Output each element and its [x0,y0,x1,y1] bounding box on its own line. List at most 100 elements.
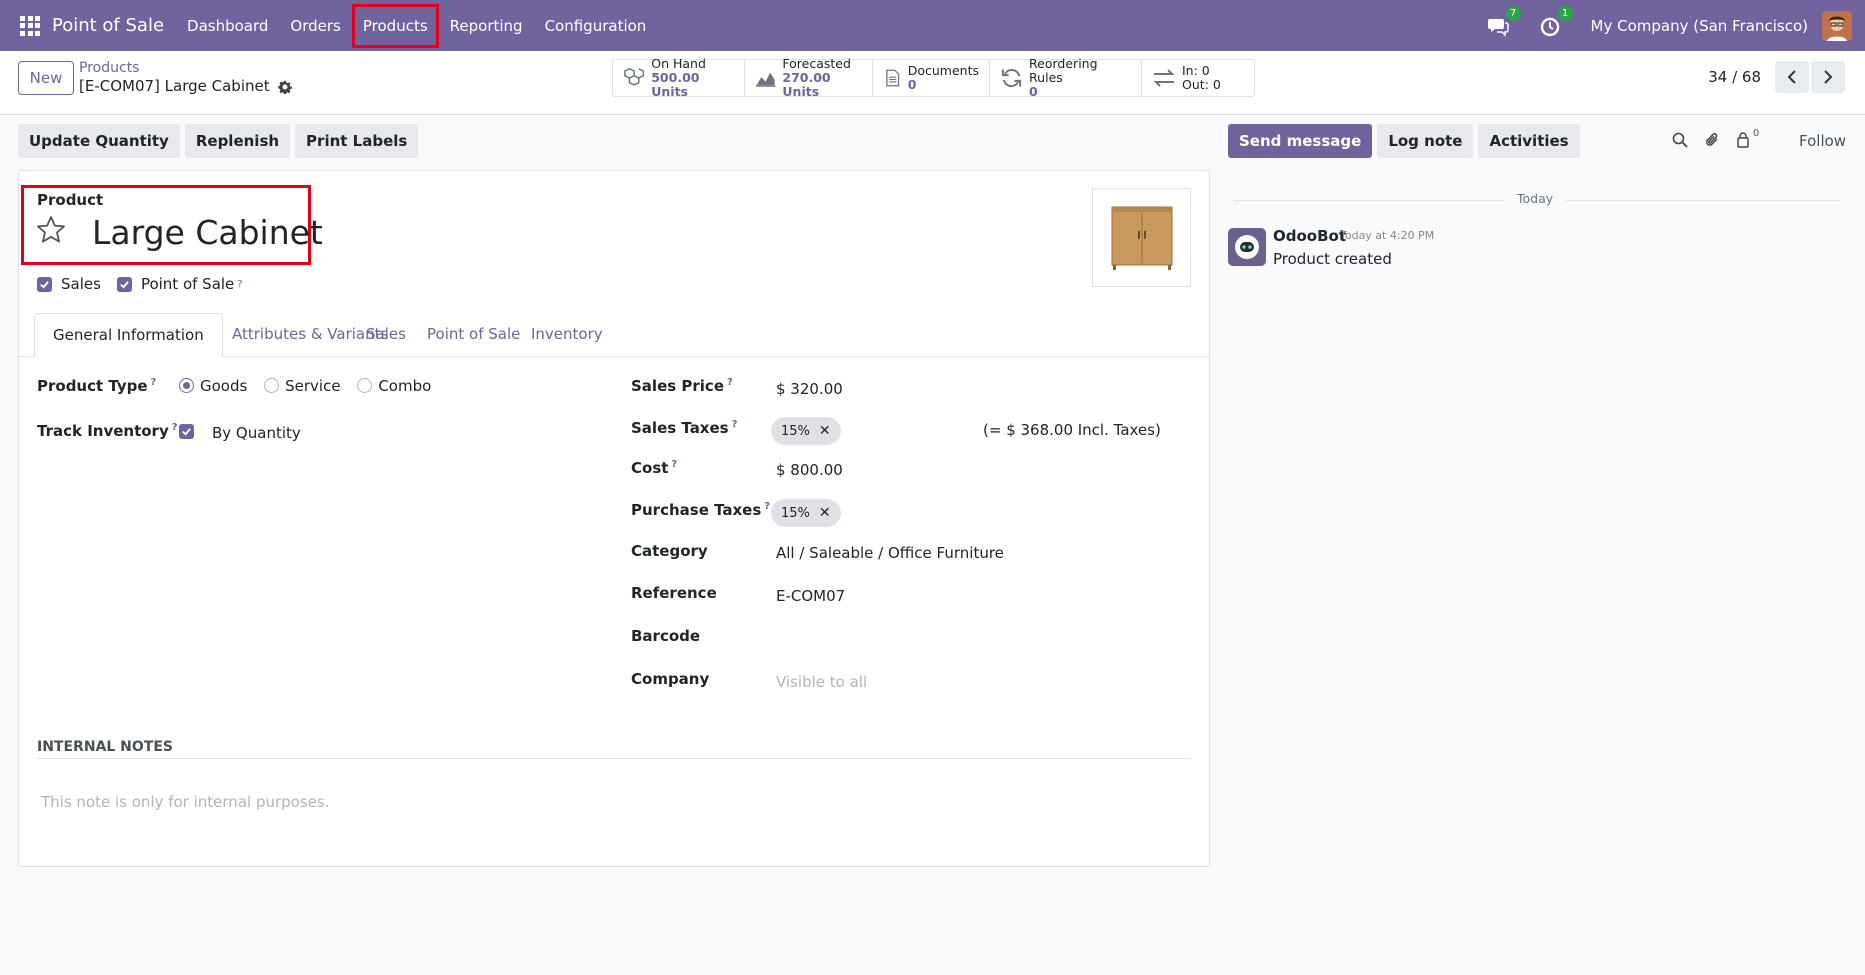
product-type-goods-option[interactable]: Goods [179,377,247,395]
menu-configuration[interactable]: Configuration [544,16,647,35]
follow-button[interactable]: Follow [1799,132,1847,150]
replenish-button[interactable]: Replenish [184,124,291,158]
on-hand-button[interactable]: On Hand 500.00 Units [613,57,745,99]
forecasted-button[interactable]: Forecasted 270.00 Units [745,57,873,99]
product-name-field[interactable]: Large Cabinet [92,213,323,252]
cubes-icon [624,67,645,86]
title-highlight-box [21,185,311,265]
cost-help-icon[interactable]: ? [671,459,678,470]
form-tabs: General Information Attributes & Variant… [19,313,1209,358]
tab-general-information[interactable]: General Information [34,313,223,358]
print-labels-button[interactable]: Print Labels [295,124,419,158]
breadcrumb-current: [E-COM07] Large Cabinet [79,77,292,96]
in-label: In: 0 [1182,63,1210,78]
pager-value[interactable]: 34 / 68 [1708,68,1761,86]
update-quantity-button[interactable]: Update Quantity [18,124,180,158]
track-inventory-checkbox[interactable] [179,424,194,439]
gear-icon[interactable] [277,80,292,94]
menu-reporting[interactable]: Reporting [449,16,523,35]
tab-point-of-sale[interactable]: Point of Sale [427,325,521,343]
pos-help-icon[interactable]: ? [237,278,243,290]
documents-button[interactable]: Documents 0 [873,60,990,96]
followers-button[interactable]: 0 [1736,128,1759,148]
purchase-taxes-help-icon[interactable]: ? [764,501,771,512]
barcode-field[interactable] [776,627,1156,649]
message-author[interactable]: OdooBot [1273,227,1347,245]
tab-inventory[interactable]: Inventory [531,325,603,343]
paperclip-icon[interactable] [1704,131,1720,148]
pager-previous-button[interactable] [1775,61,1809,93]
pager-next-button[interactable] [1811,61,1845,93]
menu-dashboard[interactable]: Dashboard [187,16,269,35]
category-field[interactable]: All / Saleable / Office Furniture [776,544,1004,562]
new-button[interactable]: New [18,61,74,95]
menu-products[interactable]: Products [351,3,439,48]
chevron-left-icon [1787,70,1796,84]
remove-tag-icon[interactable]: ✕ [818,423,831,439]
activities-icon[interactable]: 1 [1539,5,1573,37]
reference-field[interactable]: E-COM07 [776,587,846,605]
file-icon [886,69,900,87]
odoobot-avatar[interactable] [1228,228,1266,266]
messages-icon[interactable]: 7 [1487,5,1521,37]
product-type-combo-option[interactable]: Combo [357,377,431,395]
message-time: Today at 4:20 PM [1340,229,1435,242]
send-message-button[interactable]: Send message [1228,124,1373,158]
in-out-button[interactable]: In: 0 Out: 0 [1142,60,1254,96]
app-grid-icon[interactable] [20,15,40,36]
message-body: Product created [1273,250,1392,268]
sales-checkbox[interactable] [37,276,52,292]
company-label: Company [631,670,710,688]
forecasted-value: 270.00 Units [782,70,831,99]
exchange-icon [1153,69,1175,87]
internal-notes-title: INTERNAL NOTES [37,739,173,755]
purchase-tax-tag: 15% ✕ [771,499,841,527]
sales-taxes-help-icon[interactable]: ? [731,419,738,430]
control-panel: New Products [E-COM07] Large Cabinet On … [0,51,1865,115]
product-type-help-icon[interactable]: ? [150,377,157,388]
breadcrumb-products-link[interactable]: Products [79,60,140,76]
company-field[interactable]: Visible to all [776,673,868,691]
menu-orders[interactable]: Orders [290,16,341,35]
sales-price-field[interactable]: $ 320.00 [776,380,843,398]
track-inventory-help-icon[interactable]: ? [171,422,178,433]
incl-taxes-text: (= $ 368.00 Incl. Taxes) [983,421,1161,439]
form-action-buttons: Update Quantity Replenish Print Labels [18,124,419,158]
tab-sales[interactable]: Sales [366,325,406,343]
chatter-buttons: Send message Log note Activities [1228,124,1580,158]
search-icon[interactable] [1672,132,1688,148]
cost-field[interactable]: $ 800.00 [776,461,843,479]
activities-badge: 1 [1557,5,1573,21]
internal-notes-divider [37,758,1191,759]
reordering-rules-value: 0 [1029,84,1038,99]
internal-notes-field[interactable]: This note is only for internal purposes. [41,793,330,811]
followers-count: 0 [1753,127,1760,139]
top-navbar: Point of Sale Dashboard Orders Products … [0,0,1865,51]
sales-price-help-icon[interactable]: ? [727,377,733,388]
track-inventory-value[interactable]: By Quantity [212,424,301,442]
sales-tax-tag: 15% ✕ [771,417,841,445]
tab-attributes-variants[interactable]: Attributes & Variants [232,325,389,343]
star-icon[interactable] [36,215,66,245]
breadcrumb: Products [E-COM07] Large Cabinet [79,59,292,96]
product-label: Product [37,191,104,209]
log-note-button[interactable]: Log note [1377,124,1474,158]
pos-checkbox[interactable] [116,276,132,292]
messages-badge: 7 [1505,5,1521,21]
documents-value: 0 [907,77,917,92]
company-switcher[interactable]: My Company (San Francisco) [1590,16,1808,35]
product-type-service-option[interactable]: Service [264,377,341,395]
purchase-taxes-label: Purchase Taxes? [631,501,771,519]
product-image[interactable] [1092,188,1191,287]
reordering-rules-button[interactable]: Reordering Rules 0 [990,56,1142,99]
sales-price-label: Sales Price? [631,377,733,395]
refresh-icon [1001,68,1022,88]
user-icon [1737,131,1749,148]
remove-tag-icon[interactable]: ✕ [818,505,831,521]
app-title[interactable]: Point of Sale [52,15,165,36]
reordering-rules-label: Reordering Rules [1029,56,1098,85]
flags-row: Sales Point of Sale? [37,275,243,293]
sales-checkbox-label: Sales [61,275,101,293]
activities-button[interactable]: Activities [1478,124,1580,158]
user-avatar[interactable] [1822,10,1852,41]
